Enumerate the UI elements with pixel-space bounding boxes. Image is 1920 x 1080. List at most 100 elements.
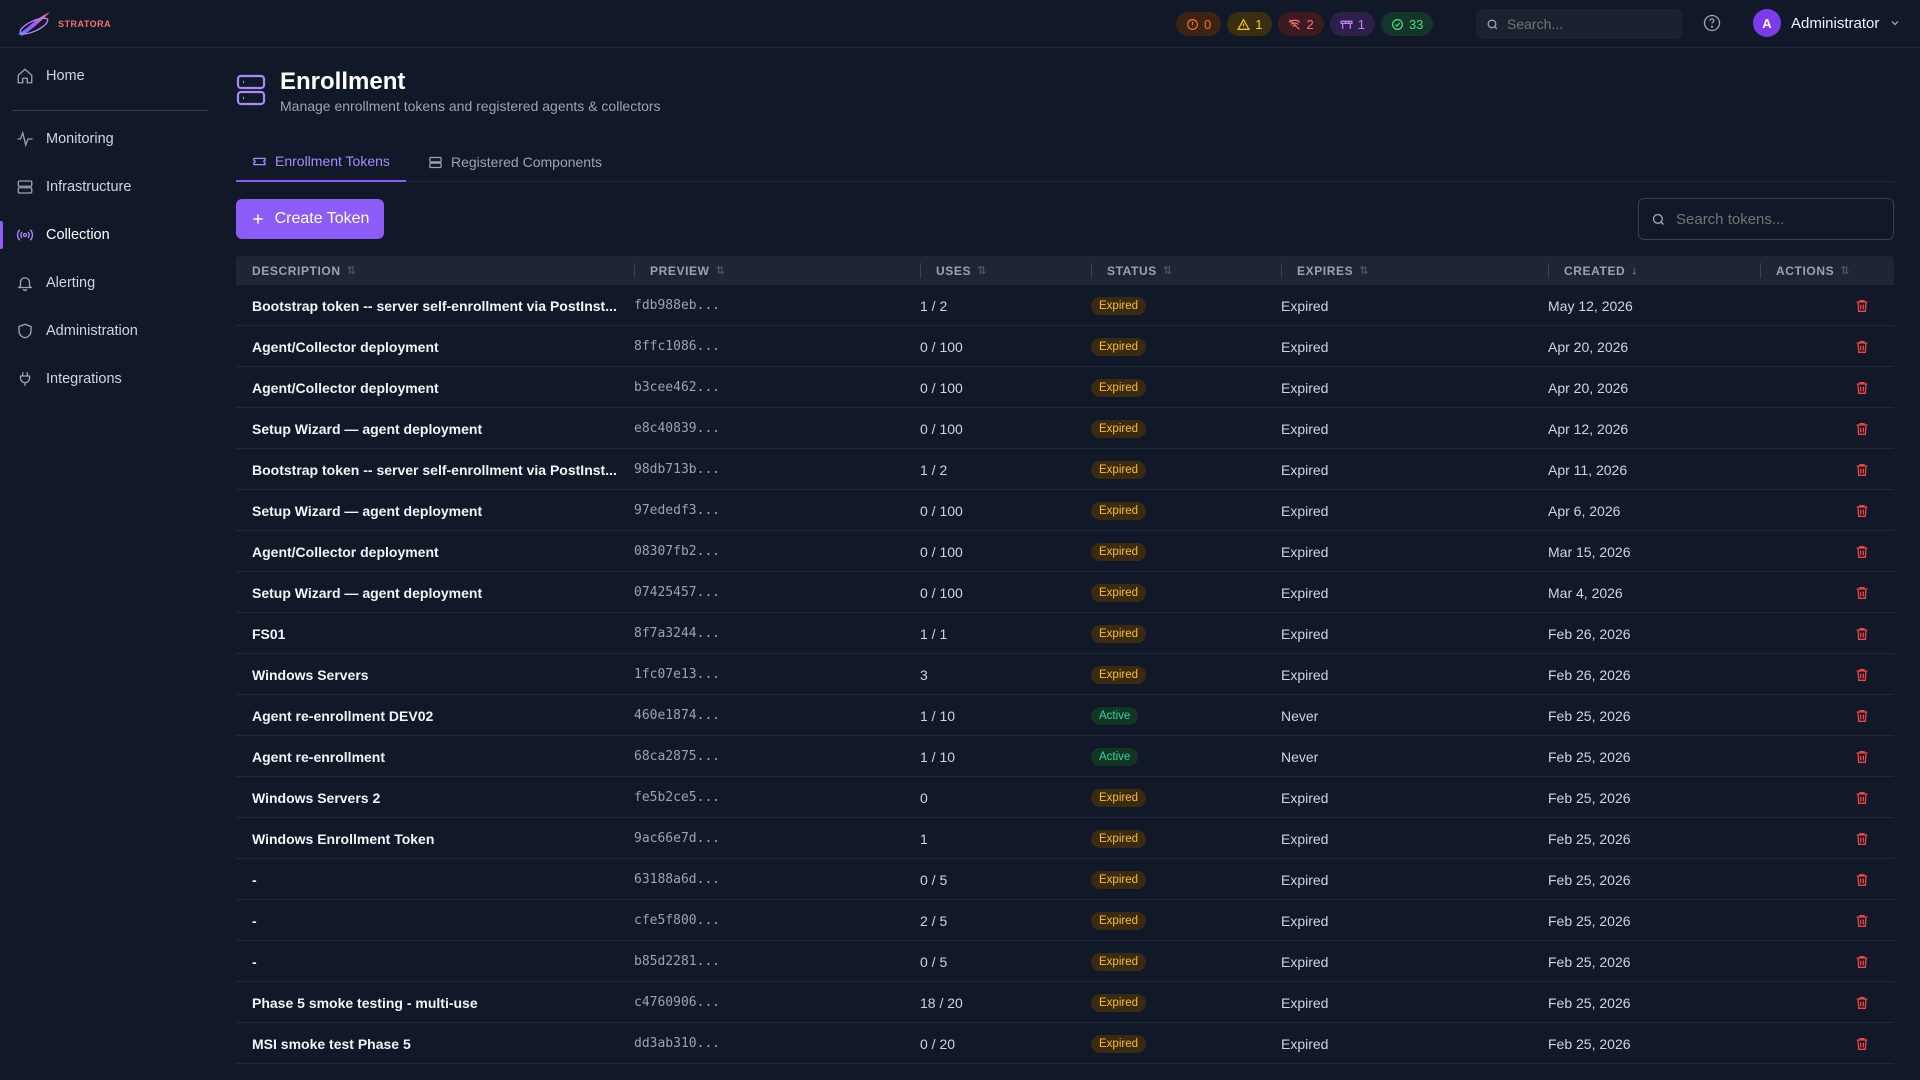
table-row[interactable]: Agent re-enrollment DEV02 460e1874... 1 …: [236, 695, 1894, 736]
trash-icon[interactable]: [1854, 1036, 1870, 1052]
cell-expires: Expired: [1281, 789, 1329, 806]
trash-icon[interactable]: [1854, 667, 1870, 683]
table-row[interactable]: Agent re-enrollment 68ca2875... 1 / 10 A…: [236, 736, 1894, 777]
tab-registered-components[interactable]: Registered Components: [412, 142, 618, 182]
cell-actions: [1854, 900, 1870, 941]
trash-icon[interactable]: [1854, 831, 1870, 847]
table-row[interactable]: Setup Wizard — agent deployment 07425457…: [236, 572, 1894, 613]
trash-icon[interactable]: [1854, 872, 1870, 888]
cell-uses: 1 / 1: [920, 625, 948, 642]
status-pill[interactable]: 1: [1227, 12, 1273, 36]
sidebar-item-integrations[interactable]: Integrations: [0, 359, 212, 399]
table-row[interactable]: Agent/Collector deployment 08307fb2... 0…: [236, 531, 1894, 572]
user-menu[interactable]: A Administrator: [1753, 9, 1901, 37]
status-badge: Expired: [1091, 378, 1146, 397]
status-badge: Expired: [1091, 460, 1146, 479]
table-row[interactable]: Setup Wizard — agent deployment e8c40839…: [236, 408, 1894, 449]
table-row[interactable]: FS01 8f7a3244... 1 / 1 Expired Expired F…: [236, 613, 1894, 654]
trash-icon[interactable]: [1854, 585, 1870, 601]
cell-actions: [1854, 654, 1870, 695]
trash-icon[interactable]: [1854, 503, 1870, 519]
cell-uses: 0 / 100: [920, 502, 963, 519]
column-header-uses[interactable]: USES ⇅: [920, 256, 987, 285]
trash-icon[interactable]: [1854, 954, 1870, 970]
server-icon: [236, 74, 266, 106]
trash-icon[interactable]: [1854, 626, 1870, 642]
trash-icon[interactable]: [1854, 380, 1870, 396]
trash-icon[interactable]: [1854, 995, 1870, 1011]
status-pill[interactable]: 2: [1278, 12, 1324, 36]
column-header-created[interactable]: CREATED ↓: [1548, 256, 1637, 285]
cell-created: Feb 25, 2026: [1548, 707, 1631, 724]
maintenance-icon: [1340, 20, 1353, 29]
global-search-input[interactable]: [1507, 16, 1657, 32]
cell-created: Feb 25, 2026: [1548, 748, 1631, 765]
column-separator: [1760, 263, 1761, 278]
cell-created: Apr 6, 2026: [1548, 502, 1621, 519]
column-header-preview[interactable]: PREVIEW ⇅: [634, 256, 725, 285]
table-row[interactable]: Bootstrap token -- server self-enrollmen…: [236, 449, 1894, 490]
column-separator: [1281, 263, 1282, 278]
create-token-label: Create Token: [274, 210, 370, 227]
status-pill[interactable]: 1: [1329, 12, 1375, 36]
sidebar-item-infrastructure[interactable]: Infrastructure: [0, 167, 212, 207]
trash-icon[interactable]: [1854, 462, 1870, 478]
cell-created: Apr 11, 2026: [1548, 461, 1628, 478]
column-header-expires[interactable]: EXPIRES ⇅: [1281, 256, 1369, 285]
cell-preview: 68ca2875...: [634, 749, 721, 764]
pill-count: 2: [1306, 16, 1314, 32]
global-search[interactable]: [1476, 9, 1682, 39]
table-row[interactable]: - 63188a6d... 0 / 5 Expired Expired Feb …: [236, 859, 1894, 900]
tab-enrollment-tokens[interactable]: Enrollment Tokens: [236, 142, 406, 182]
sidebar-item-collection[interactable]: Collection: [0, 215, 212, 255]
column-header-actions[interactable]: ACTIONS ⇅: [1760, 256, 1850, 285]
table-row[interactable]: Windows Servers 2 fe5b2ce5... 0 Expired …: [236, 777, 1894, 818]
sidebar-item-home[interactable]: Home: [0, 56, 212, 96]
logo[interactable]: STRATORA: [16, 10, 111, 38]
home-icon: [17, 68, 33, 84]
sidebar-item-monitoring[interactable]: Monitoring: [0, 119, 212, 159]
table-row[interactable]: Windows Enrollment Token 9ac66e7d... 1 E…: [236, 818, 1894, 859]
trash-icon[interactable]: [1854, 708, 1870, 724]
trash-icon[interactable]: [1854, 913, 1870, 929]
cell-status: Expired: [1091, 941, 1146, 982]
trash-icon[interactable]: [1854, 298, 1870, 314]
table-row[interactable]: - cfe5f800... 2 / 5 Expired Expired Feb …: [236, 900, 1894, 941]
cell-status: Expired: [1091, 367, 1146, 408]
create-token-button[interactable]: Create Token: [236, 199, 384, 239]
token-search[interactable]: [1638, 198, 1894, 240]
table-header: DESCRIPTION ⇅ PREVIEW ⇅ USES ⇅ STATUS ⇅ EXPI…: [236, 256, 1894, 285]
table-row[interactable]: Agent/Collector deployment b3cee462... 0…: [236, 367, 1894, 408]
table-row[interactable]: - b85d2281... 0 / 5 Expired Expired Feb …: [236, 941, 1894, 982]
column-header-label: STATUS: [1107, 263, 1157, 278]
status-pill[interactable]: 33: [1380, 12, 1434, 36]
cell-created: Feb 25, 2026: [1548, 871, 1631, 888]
column-header-status[interactable]: STATUS ⇅: [1091, 256, 1173, 285]
trash-icon[interactable]: [1854, 339, 1870, 355]
table-row[interactable]: MSI smoke test Phase 5 dd3ab310... 0 / 2…: [236, 1023, 1894, 1064]
chevron-down-icon: [1891, 21, 1899, 26]
cell-description: FS01: [252, 625, 286, 642]
table-row[interactable]: Phase 5 smoke testing - multi-use c47609…: [236, 982, 1894, 1023]
cell-uses: 0 / 100: [920, 379, 963, 396]
table-row[interactable]: Bootstrap token -- server self-enrollmen…: [236, 285, 1894, 326]
user-name: Administrator: [1791, 14, 1880, 32]
trash-icon[interactable]: [1854, 790, 1870, 806]
table-row[interactable]: Agent/Collector deployment 8ffc1086... 0…: [236, 326, 1894, 367]
help-icon[interactable]: [1703, 14, 1721, 32]
sidebar-item-alerting[interactable]: Alerting: [0, 263, 212, 303]
sidebar-item-administration[interactable]: Administration: [0, 311, 212, 351]
cell-description: Phase 5 smoke testing - multi-use: [252, 994, 478, 1011]
sidebar-item-label: Monitoring: [46, 131, 114, 147]
trash-icon[interactable]: [1854, 544, 1870, 560]
trash-icon[interactable]: [1854, 421, 1870, 437]
cell-created: Mar 15, 2026: [1548, 543, 1631, 560]
cell-expires: Never: [1281, 707, 1319, 724]
token-search-input[interactable]: [1676, 210, 1876, 228]
column-header-description[interactable]: DESCRIPTION ⇅: [252, 256, 356, 285]
trash-icon[interactable]: [1854, 749, 1870, 765]
status-pill[interactable]: 0: [1176, 12, 1222, 36]
table-row[interactable]: Windows Servers 1fc07e13... 3 Expired Ex…: [236, 654, 1894, 695]
table-row[interactable]: Setup Wizard — agent deployment 97ededf3…: [236, 490, 1894, 531]
cell-actions: [1854, 285, 1870, 326]
